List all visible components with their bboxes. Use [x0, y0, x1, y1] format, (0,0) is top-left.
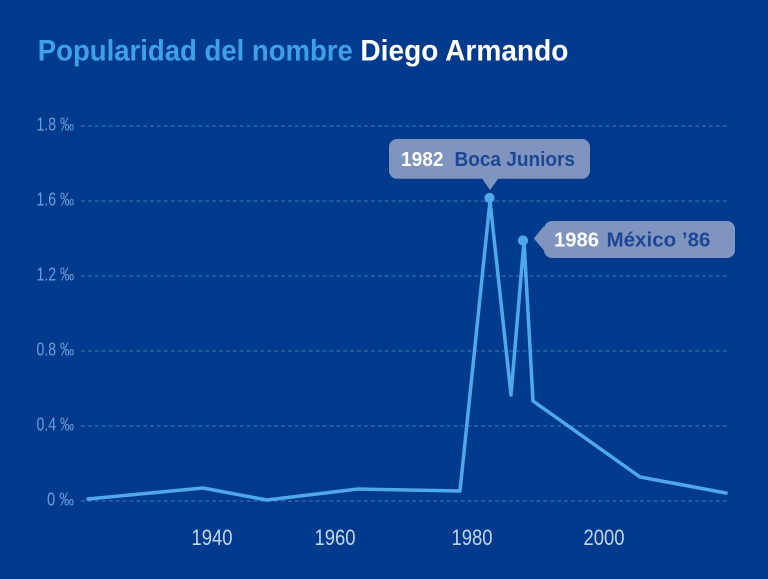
svg-text:1980: 1980: [452, 525, 493, 550]
svg-text:1.6 ‰: 1.6 ‰: [37, 190, 75, 210]
svg-text:1960: 1960: [315, 525, 356, 550]
svg-text:1.8 ‰: 1.8 ‰: [37, 115, 75, 135]
svg-text:1940: 1940: [192, 525, 233, 550]
svg-text:0.8 ‰: 0.8 ‰: [37, 340, 75, 360]
svg-text:1.2 ‰: 1.2 ‰: [37, 265, 75, 285]
svg-text:0.4 ‰: 0.4 ‰: [37, 415, 75, 435]
svg-text:1982: 1982: [401, 149, 444, 171]
svg-text:Popularidad del nombre: Popularidad del nombre: [38, 35, 353, 68]
svg-text:0 ‰: 0 ‰: [47, 490, 74, 510]
svg-text:Boca Juniors: Boca Juniors: [455, 149, 576, 171]
svg-text:2000: 2000: [584, 525, 625, 550]
svg-text:Diego Armando: Diego Armando: [360, 35, 568, 68]
svg-text:México ’86: México ’86: [607, 230, 711, 252]
svg-text:1986: 1986: [554, 230, 599, 252]
